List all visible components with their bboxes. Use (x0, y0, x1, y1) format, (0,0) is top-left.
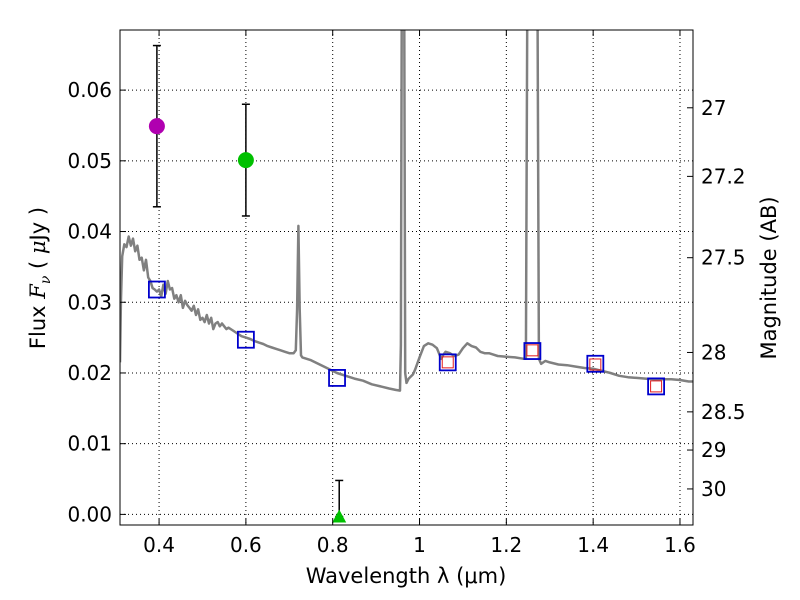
x-tick-label: 1.6 (664, 533, 696, 557)
right-tick-label: 29 (701, 438, 726, 462)
observed-triangle (332, 509, 347, 523)
x-tick-label: 1 (413, 533, 426, 557)
x-tick-label: 1.2 (490, 533, 522, 557)
observed-point (237, 152, 254, 169)
y-label-nu: ν (38, 275, 54, 284)
y-tick-label: 0.05 (67, 149, 112, 173)
y-label-flux: Flux (26, 299, 50, 349)
x-tick-label: 0.6 (230, 533, 262, 557)
y-axis-label: Flux Fν ( μJy ) (26, 207, 54, 349)
y-label-f: F (26, 283, 50, 300)
model-photometry-point (647, 377, 666, 396)
y-tick-label: 0.06 (67, 78, 112, 102)
right-tick-label: 30 (701, 477, 726, 501)
right-tick-label: 28.5 (701, 400, 746, 424)
x-tick-label: 0.8 (317, 533, 349, 557)
upper-limit-point (526, 344, 539, 357)
y-tick-label: 0.02 (67, 361, 112, 385)
model-photometry-point (328, 369, 346, 387)
axis-ticks: 0.4 0.6 0.8 1 1.2 1.4 1.6 0.00 0.01 0.02 0.03 0.04 0… (67, 30, 746, 557)
model-photometry-point (586, 354, 605, 373)
right-tick-label: 27.5 (701, 246, 746, 270)
right-tick-label: 27 (701, 96, 726, 120)
data-series (120, 30, 693, 523)
right-tick-label: 28 (701, 340, 726, 364)
upper-limit-point (441, 356, 454, 369)
upper-limit-point (650, 380, 663, 393)
y-tick-label: 0.01 (67, 432, 112, 456)
model-photometry-point (147, 280, 166, 299)
observed-point (148, 118, 165, 135)
y-label-unit: Jy ) (26, 207, 50, 243)
y-label-mu: μ (26, 240, 50, 254)
y-label-paren: ( (26, 254, 50, 276)
x-tick-label: 1.4 (577, 533, 609, 557)
model-photometry-point (438, 353, 457, 372)
x-tick-label: 0.4 (143, 533, 175, 557)
y-tick-label: 0.04 (67, 220, 112, 244)
y-tick-label: 0.03 (67, 290, 112, 314)
plot-frame (119, 29, 694, 526)
right-tick-label: 27.2 (701, 164, 746, 188)
y-tick-label: 0.00 (67, 502, 112, 526)
model-photometry-point (236, 330, 255, 349)
x-axis-label: Wavelength λ (μm) (306, 564, 507, 588)
right-axis-label: Magnitude (AB) (757, 196, 781, 359)
grid-lines (120, 30, 693, 525)
upper-limit-point (589, 358, 602, 371)
model-photometry-point (523, 342, 542, 360)
